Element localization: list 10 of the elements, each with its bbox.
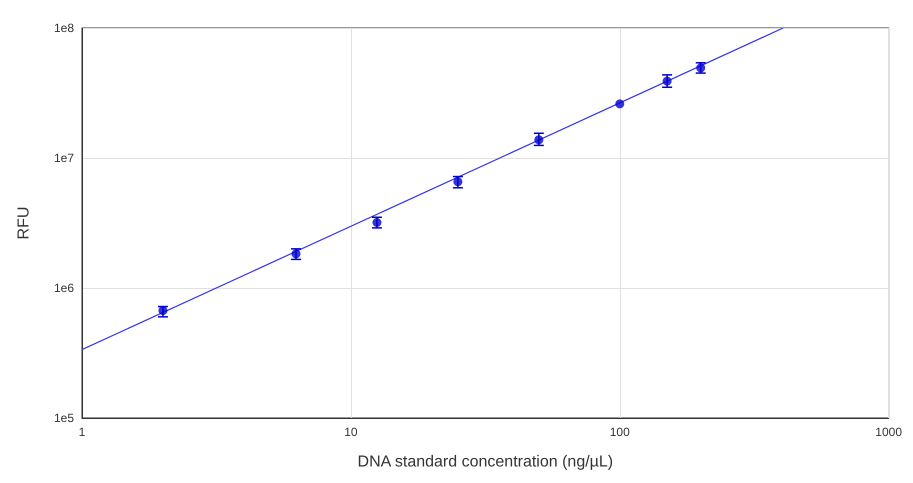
y-tick-label: 1e8 (54, 21, 74, 35)
y-tick-label: 1e6 (54, 281, 74, 295)
x-tick-label: 10 (344, 425, 358, 439)
x-tick-label: 1000 (875, 425, 902, 439)
y-tick-label: 1e7 (54, 151, 74, 165)
x-axis-title: DNA standard concentration (ng/µL) (358, 454, 614, 470)
x-tick-label: 100 (610, 425, 630, 439)
y-axis-title: RFU (16, 206, 32, 240)
y-tick-label: 1e5 (54, 411, 74, 425)
x-tick-label: 1 (78, 425, 86, 439)
